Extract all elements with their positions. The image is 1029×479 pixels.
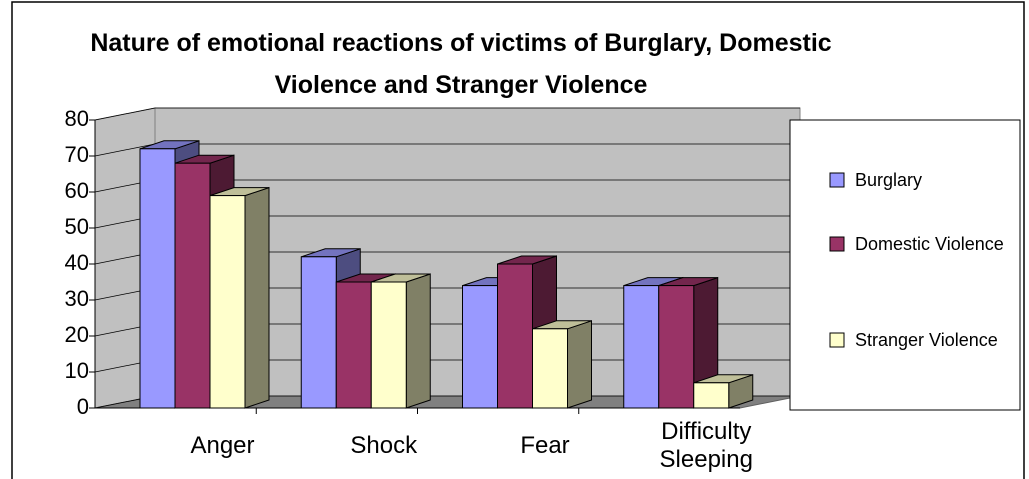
legend-swatch: [829, 332, 845, 348]
bar: [139, 148, 176, 409]
y-tick-label: 0: [77, 394, 89, 419]
bar: [462, 285, 498, 409]
x-tick-label: Difficulty Sleeping: [659, 418, 753, 473]
bar-side: [567, 320, 592, 409]
x-tick-label: Fear: [520, 432, 570, 459]
y-tick-label: 70: [65, 142, 89, 167]
bar: [532, 328, 568, 409]
y-tick-label: 80: [65, 106, 89, 131]
y-tick-label: 30: [65, 286, 89, 311]
legend-box: [789, 119, 1021, 411]
frame: [11, 1, 1025, 479]
grid-line: [94, 107, 156, 121]
bar: [335, 281, 372, 409]
grid-line: [94, 143, 156, 157]
y-tick-label: 20: [65, 322, 89, 347]
legend-label: Stranger Violence: [855, 330, 998, 350]
legend-swatch: [829, 236, 845, 252]
bar: [209, 195, 246, 409]
bar-side: [405, 273, 431, 409]
bar: [497, 263, 533, 409]
y-tick-label: 50: [65, 214, 89, 239]
bar: [300, 256, 337, 409]
x-tick-label: Shock: [350, 432, 418, 459]
bar: [693, 382, 730, 409]
y-tick-label: 10: [65, 358, 89, 383]
plot: 0 10 20 30 40 50 60 70 80: [65, 106, 801, 419]
bar: [174, 162, 211, 409]
x-tick-label: Anger: [190, 432, 255, 459]
bar: [658, 285, 695, 409]
y-tick-label: 40: [65, 250, 89, 275]
bar-side: [244, 186, 270, 409]
legend-label: Domestic Violence: [855, 234, 1004, 254]
legend-swatch: [829, 172, 845, 188]
legend-label: Burglary: [855, 170, 923, 190]
bar: [370, 281, 407, 409]
bar: [623, 285, 660, 409]
y-tick-label: 60: [65, 178, 89, 203]
chart-title: Nature of emotional reactions of victims…: [90, 29, 832, 99]
